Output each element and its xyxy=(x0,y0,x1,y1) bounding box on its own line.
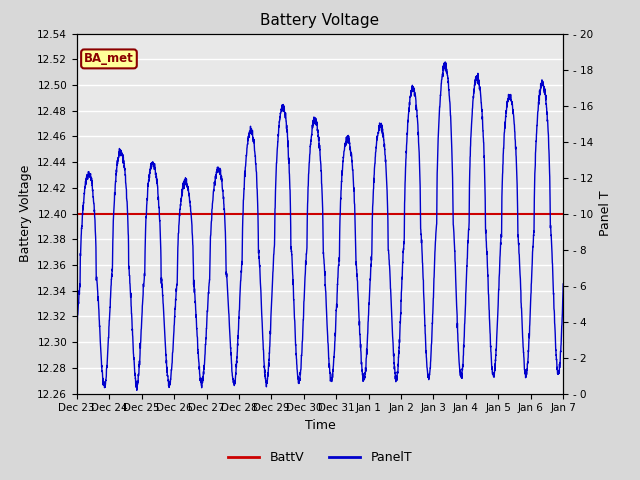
Y-axis label: Battery Voltage: Battery Voltage xyxy=(19,165,31,262)
Text: BA_met: BA_met xyxy=(84,52,134,65)
Title: Battery Voltage: Battery Voltage xyxy=(260,13,380,28)
Y-axis label: Panel T: Panel T xyxy=(599,191,612,237)
X-axis label: Time: Time xyxy=(305,419,335,432)
Legend: BattV, PanelT: BattV, PanelT xyxy=(223,446,417,469)
